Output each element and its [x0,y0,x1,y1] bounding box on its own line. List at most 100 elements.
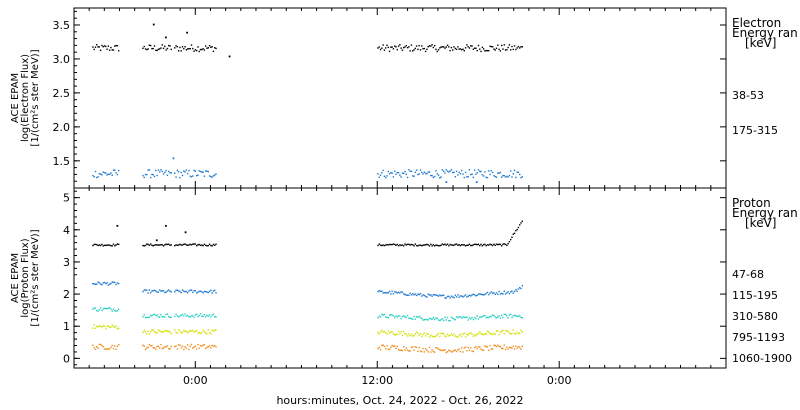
data-point [176,244,179,247]
data-point [437,174,440,176]
data-point [480,293,482,295]
data-point [517,288,520,290]
data-point [513,348,516,350]
data-point [449,297,451,299]
data-point [175,176,177,178]
data-point [148,333,151,335]
data-point [112,49,115,51]
data-point [495,47,498,49]
data-point [484,332,486,335]
data-point [93,346,95,349]
data-point [493,48,495,50]
data-point [170,172,172,174]
data-point [406,335,409,337]
data-point [142,344,144,346]
data-point [165,49,167,51]
data-point [181,345,184,347]
data-point [464,47,467,49]
data-point [403,315,405,317]
data-point [512,329,514,331]
data-point [432,46,435,49]
data-point [207,244,209,247]
data-point [463,244,466,246]
data-point [188,169,190,172]
y-axis-label: [1/(cm²s ster MeV)] [30,49,41,146]
data-point [418,44,420,47]
data-point [151,290,153,292]
data-point [177,50,180,52]
data-point [503,175,505,177]
data-point [155,290,157,292]
data-point [507,317,509,319]
data-point [391,344,393,347]
data-point [152,329,154,331]
data-point [205,170,207,172]
data-point [480,170,482,173]
data-point [166,313,169,315]
data-point [468,294,471,297]
data-point [116,282,119,284]
data-point [388,290,391,293]
data-point [164,171,166,174]
data-point [516,331,518,333]
data-point [193,50,195,53]
legend-title: Energy ran [732,26,798,40]
data-point [417,48,419,51]
data-point [92,244,94,247]
y-tick-label: 3 [63,256,70,269]
data-point [450,244,453,246]
data-point [486,244,489,246]
data-point [152,47,154,50]
data-point [183,315,185,317]
data-point [495,317,498,319]
data-point [410,346,413,349]
data-point [481,245,484,247]
data-point [206,314,208,317]
data-point [169,172,171,174]
legend-entry: 47-68 [732,268,764,281]
data-point [493,292,495,294]
data-point [521,345,524,348]
data-point [458,171,460,174]
data-point [470,318,472,320]
data-point [444,243,446,245]
data-point [513,45,516,47]
legend-entry: 115-195 [732,289,778,302]
data-point [210,333,212,335]
data-point [395,347,397,350]
data-point [444,47,446,49]
data-point [143,329,145,331]
data-point [432,244,435,246]
data-point [388,50,391,53]
data-point [508,174,511,177]
data-point [504,313,507,316]
data-point [208,345,211,347]
data-point [467,319,469,321]
data-point [101,326,103,328]
data-point [211,176,213,178]
data-point [166,290,169,292]
data-point [428,346,431,349]
data-point [197,315,199,318]
data-point [413,315,415,318]
data-point [421,317,423,320]
data-point [165,291,167,293]
outlier-point [186,31,189,34]
data-point [158,347,161,349]
data-point [508,240,511,243]
data-point [440,295,442,297]
data-point [424,172,427,175]
data-point [203,243,206,245]
data-point [394,316,396,319]
data-point [470,347,472,349]
data-point [437,348,440,350]
data-point [144,316,147,319]
data-point [166,174,169,177]
data-point [190,244,193,246]
data-point [421,351,423,353]
data-point [409,334,411,337]
data-point [160,343,162,346]
data-point [439,335,441,338]
data-point [417,316,419,318]
data-point [428,294,431,296]
